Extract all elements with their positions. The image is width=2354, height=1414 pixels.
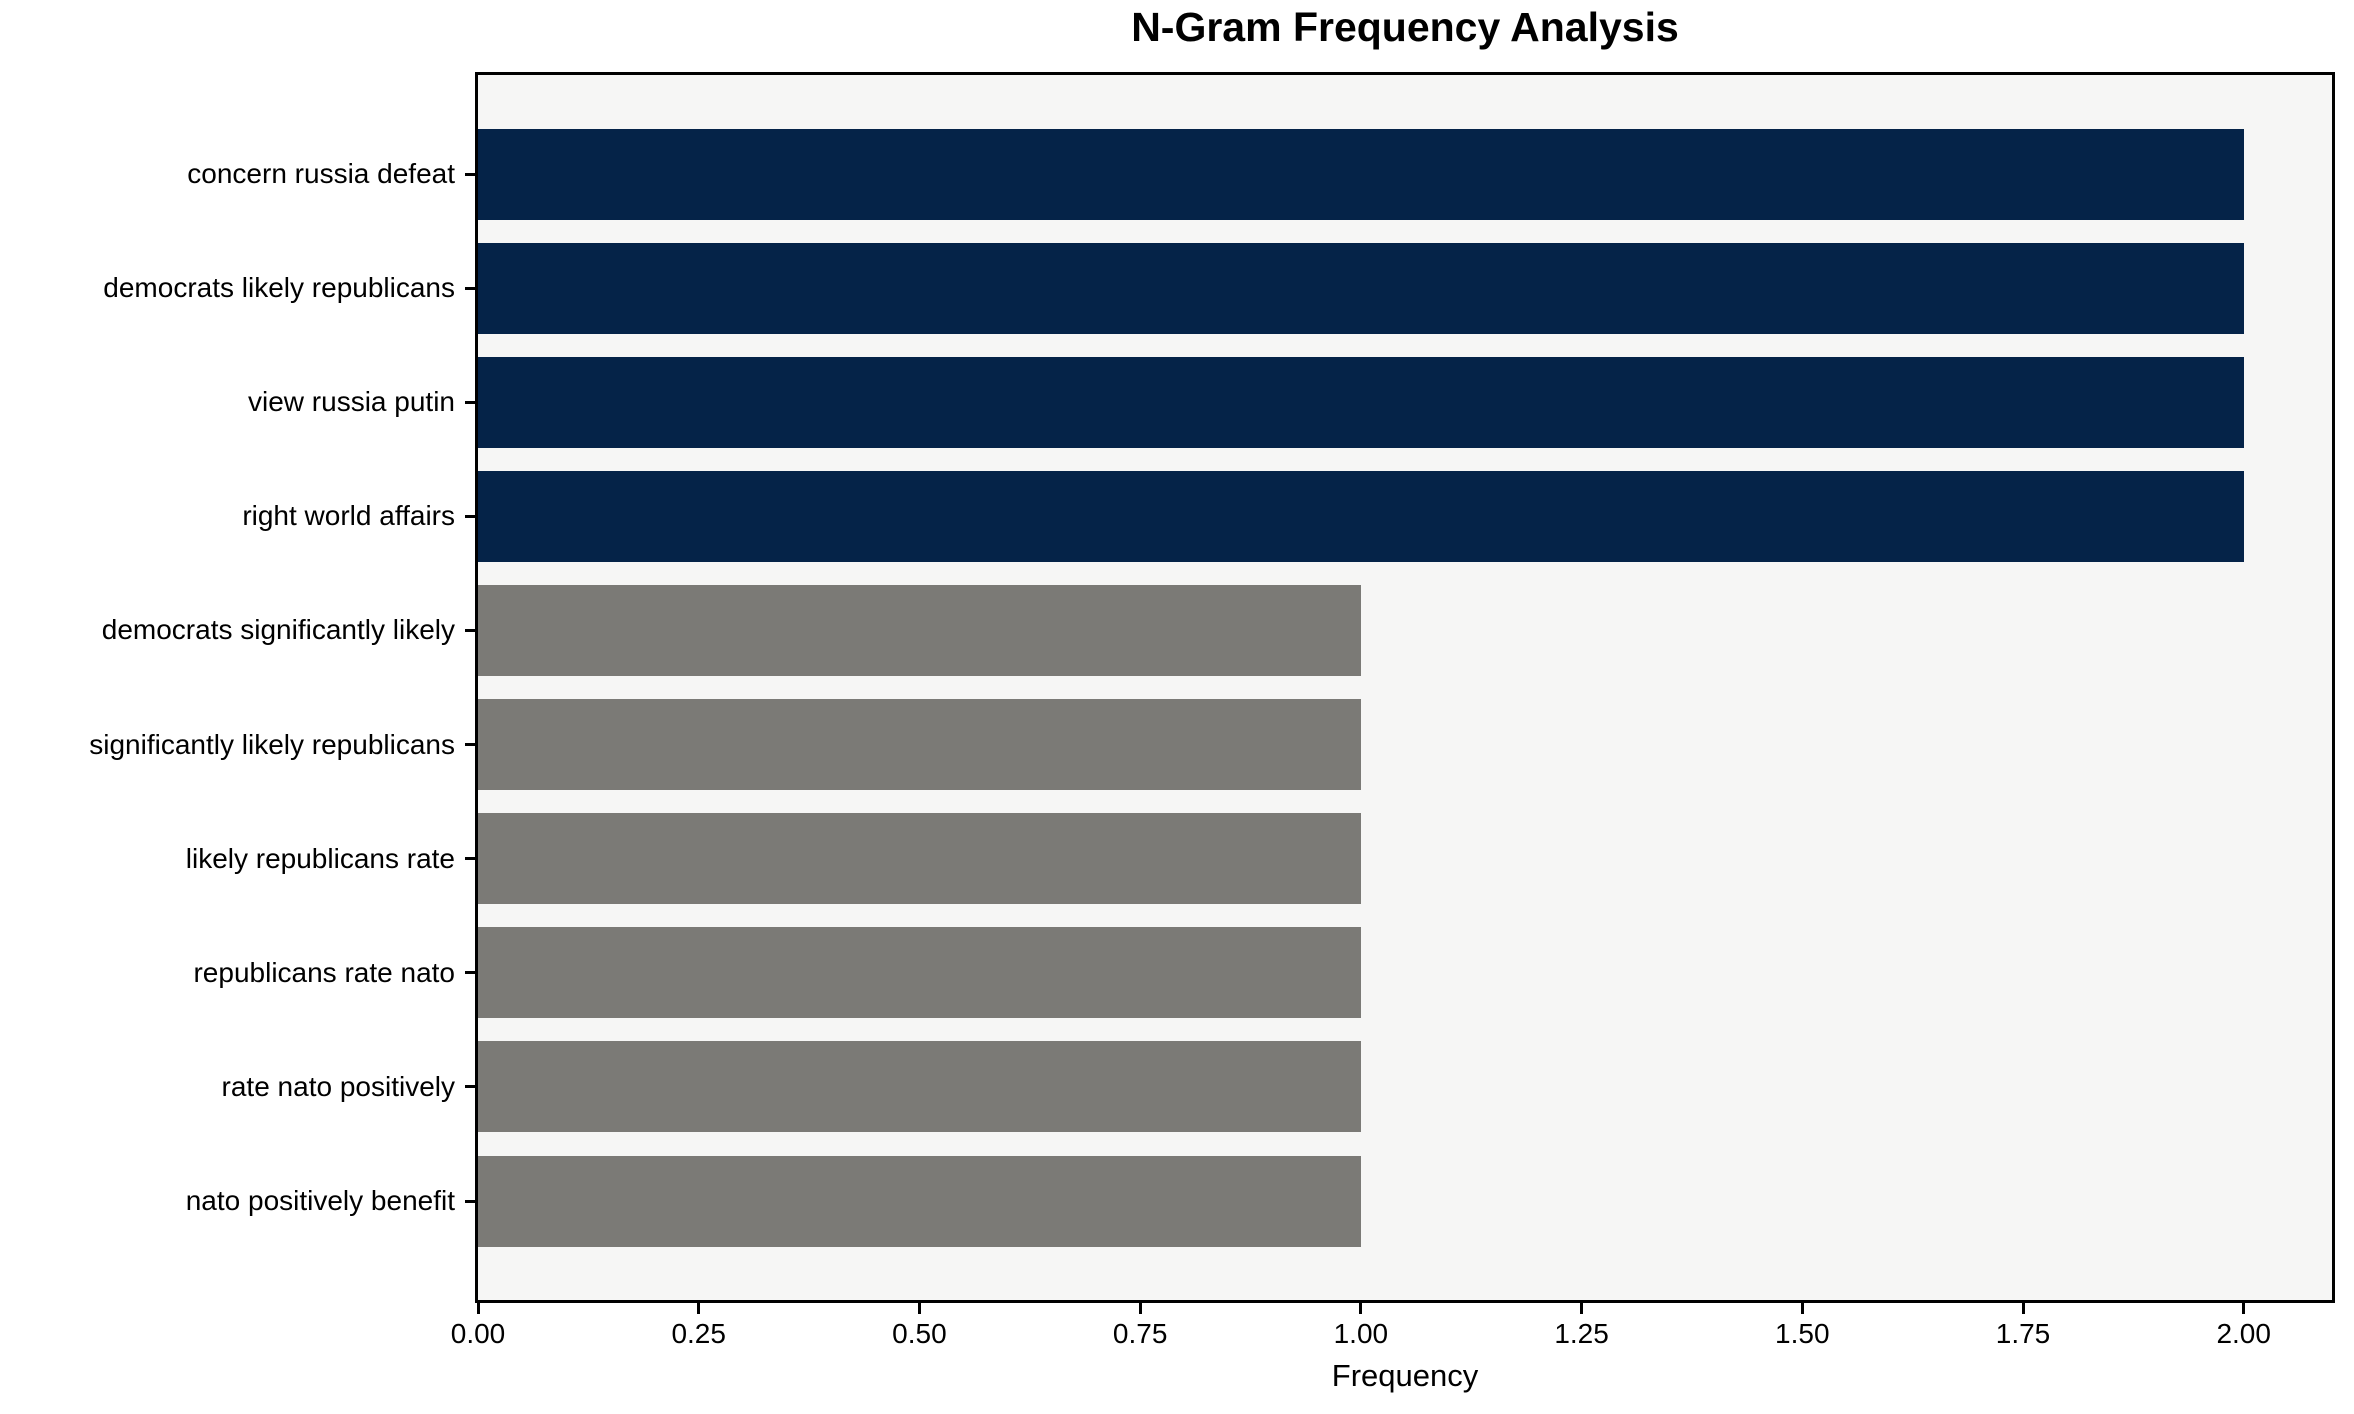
x-tick-label: 0.00 <box>450 1318 506 1349</box>
x-tick-mark <box>2242 1303 2246 1314</box>
y-tick-label: nato positively benefit <box>185 1185 455 1216</box>
y-tick-label: right world affairs <box>242 500 455 532</box>
y-tick-mark <box>465 286 475 290</box>
x-axis-label: Frequency <box>1331 1358 1479 1393</box>
y-tick-label: republicans rate nato <box>193 956 455 988</box>
bar <box>478 584 1361 676</box>
y-tick-label: likely republicans rate <box>185 842 455 874</box>
bar <box>478 927 1361 1019</box>
bar <box>478 813 1361 905</box>
x-tick-label: 0.75 <box>1112 1318 1168 1349</box>
bar <box>478 128 2244 220</box>
x-tick-mark <box>697 1303 701 1314</box>
y-tick-label: democrats likely republicans <box>103 272 455 304</box>
y-tick-mark <box>465 857 475 861</box>
bar <box>478 470 2244 562</box>
x-tick-mark <box>1580 1303 1584 1314</box>
bar <box>478 1155 1361 1247</box>
x-tick-mark <box>2021 1303 2025 1314</box>
y-tick-mark <box>465 514 475 518</box>
y-tick-mark <box>465 743 475 747</box>
x-tick-mark <box>476 1303 480 1314</box>
x-tick-label: 1.25 <box>1554 1318 1609 1349</box>
bar <box>478 1041 1361 1133</box>
x-tick-label: 1.75 <box>1995 1318 2051 1349</box>
y-tick-mark <box>465 1085 475 1089</box>
y-tick-mark <box>465 1199 475 1203</box>
x-tick-label: 0.25 <box>671 1318 726 1349</box>
x-tick-label: 2.00 <box>2216 1318 2271 1349</box>
y-tick-label: view russia putin <box>248 386 455 418</box>
y-tick-label: rate nato positively <box>221 1070 455 1102</box>
x-tick-label: 0.50 <box>892 1318 947 1349</box>
y-tick-label: democrats significantly likely <box>101 614 455 646</box>
y-tick-mark <box>465 172 475 176</box>
y-tick-label: significantly likely republicans <box>89 728 455 760</box>
x-tick-mark <box>1138 1303 1142 1314</box>
x-tick-mark <box>1800 1303 1804 1314</box>
x-tick-label: 1.50 <box>1775 1318 1830 1349</box>
plot-area <box>475 72 2335 1303</box>
y-tick-mark <box>465 400 475 404</box>
y-tick-mark <box>465 628 475 632</box>
chart-title: N-Gram Frequency Analysis <box>1131 4 1679 50</box>
bar <box>478 356 2244 448</box>
x-tick-mark <box>1359 1303 1363 1314</box>
x-tick-label: 1.00 <box>1333 1318 1389 1349</box>
y-tick-label: concern russia defeat <box>187 158 455 189</box>
bar <box>478 699 1361 791</box>
bar <box>478 242 2244 334</box>
y-tick-mark <box>465 971 475 975</box>
x-tick-mark <box>917 1303 921 1314</box>
